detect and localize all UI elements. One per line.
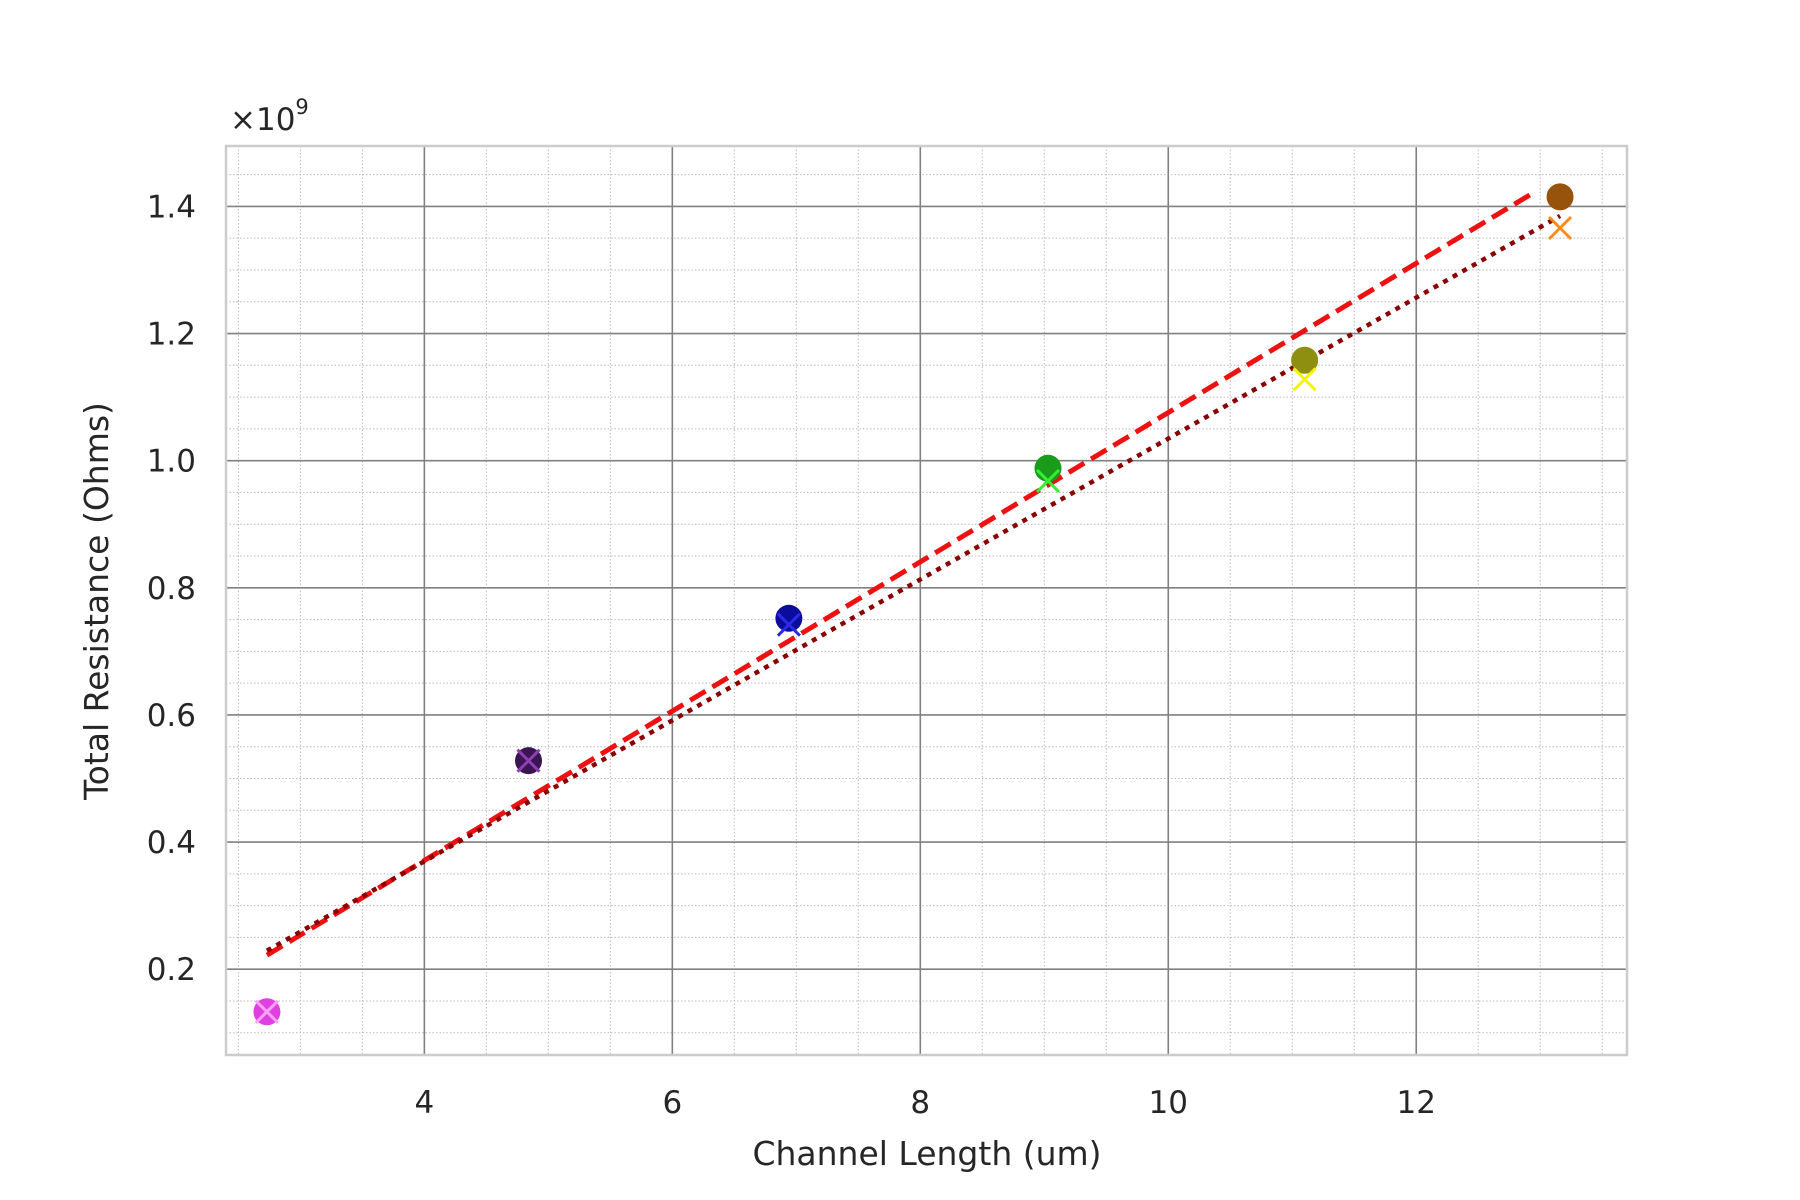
- x-tick-label: 12: [1397, 1085, 1436, 1121]
- x-tick-label: 10: [1149, 1085, 1188, 1121]
- data-point-cross: [516, 748, 541, 773]
- data-point-cross: [1547, 215, 1573, 241]
- data-point-circle: [1034, 454, 1062, 482]
- data-point-cross: [1035, 468, 1061, 494]
- y-axis-label: Total Resistance (Ohms): [77, 402, 116, 801]
- y-tick-label: 0.4: [147, 825, 196, 861]
- y-offset-label: ×109: [230, 95, 309, 138]
- y-tick-label: 0.2: [147, 952, 196, 988]
- x-tick-label: 6: [662, 1085, 682, 1121]
- y-tick-label: 0.6: [147, 698, 196, 734]
- data-markers: [253, 183, 1574, 1026]
- cross-stroke: [1292, 367, 1317, 392]
- data-point-circle: [775, 604, 803, 632]
- fit-lines: [265, 190, 1562, 958]
- y-offset-base: ×10: [230, 102, 295, 138]
- major-grid: [226, 146, 1627, 1055]
- cross-stroke: [516, 748, 541, 773]
- y-tick-label: 1.0: [147, 444, 196, 480]
- y-tick-label: 1.4: [147, 189, 196, 225]
- data-point-cross: [254, 999, 279, 1024]
- cross-stroke: [776, 612, 801, 637]
- x-tick-label: 8: [910, 1085, 930, 1121]
- fit-line-dotted: [265, 213, 1562, 953]
- y-tick-label: 1.2: [147, 317, 196, 353]
- x-tick-labels: 4 6 8 10 12: [415, 1085, 1436, 1121]
- y-tick-label: 0.8: [147, 571, 196, 607]
- y-tick-labels: 0.2 0.4 0.6 0.8 1.0 1.2 1.4: [147, 189, 196, 988]
- fit-line-dashed: [265, 190, 1536, 958]
- cross-stroke: [1547, 215, 1573, 241]
- cross-stroke: [254, 999, 279, 1024]
- plot-frame: [224, 144, 1629, 1057]
- x-tick-label: 4: [415, 1085, 435, 1121]
- cross-stroke: [1035, 468, 1061, 494]
- y-offset-exponent: 9: [295, 95, 308, 119]
- data-point-cross: [1292, 367, 1317, 392]
- data-point-cross: [776, 612, 801, 637]
- data-point-circle: [1291, 346, 1319, 374]
- x-axis-label: Channel Length (um): [752, 1134, 1101, 1173]
- data-point-circle: [1546, 183, 1574, 211]
